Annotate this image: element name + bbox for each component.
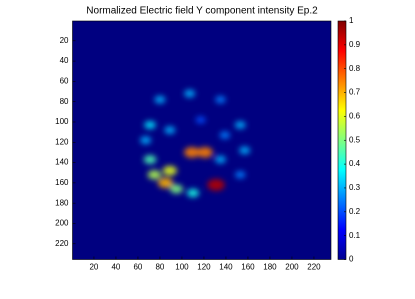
x-tick-label: 100	[175, 263, 189, 272]
hotspot	[144, 120, 156, 130]
colorbar-tick-label: 0.8	[349, 64, 361, 73]
y-tick-label: 60	[60, 76, 69, 85]
colorbar-tick-label: 0.5	[349, 135, 361, 144]
hotspot	[207, 179, 225, 191]
colorbar-tick-label: 0.2	[349, 207, 361, 216]
hotspot	[239, 146, 251, 155]
y-tick-label: 220	[55, 239, 69, 248]
hotspot	[157, 177, 173, 188]
y-tick-label: 100	[55, 117, 69, 126]
y-tick-label: 20	[60, 36, 69, 45]
x-tick-label: 20	[89, 263, 98, 272]
x-tick-label: 40	[111, 263, 120, 272]
x-tick-label: 160	[241, 263, 255, 272]
hotspot	[214, 155, 226, 164]
heatmap-layer	[140, 89, 251, 198]
y-tick-label: 80	[60, 97, 69, 106]
colorbar-tick-label: 0	[349, 255, 354, 264]
hotspot	[162, 165, 177, 176]
x-tick-label: 120	[197, 263, 211, 272]
x-tick-label: 60	[133, 263, 142, 272]
hotspot	[215, 95, 226, 104]
y-tick-label: 120	[55, 137, 69, 146]
hotspot	[143, 155, 157, 164]
hotspot	[154, 95, 166, 104]
chart-title: Normalized Electric field Y component in…	[86, 6, 318, 17]
hotspot	[184, 147, 200, 158]
y-tick-label: 180	[55, 198, 69, 207]
heatmap-background	[72, 21, 331, 260]
x-tick-label: 180	[263, 263, 277, 272]
colorbar-tick-label: 0.3	[349, 183, 361, 192]
x-tick-label: 80	[155, 263, 164, 272]
colorbar-tick-label: 0.1	[349, 231, 361, 240]
x-tick-label: 200	[285, 263, 299, 272]
y-tick-label: 40	[60, 56, 69, 65]
y-tick-label: 140	[55, 158, 69, 167]
x-tick-label: 140	[219, 263, 233, 272]
colorbar-tick-label: 0.9	[349, 40, 361, 49]
colorbar-tick-label: 0.4	[349, 159, 361, 168]
hotspot	[186, 188, 199, 198]
y-tick-label: 160	[55, 178, 69, 187]
hotspot	[219, 131, 231, 139]
colorbar-tick-label: 0.7	[349, 88, 361, 97]
hotspot	[147, 170, 162, 180]
hotspot	[195, 116, 206, 124]
hotspot	[234, 121, 246, 129]
y-tick-label: 200	[55, 219, 69, 228]
colorbar-tick-label: 1	[349, 16, 354, 25]
plot-frame	[72, 20, 332, 260]
hotspot	[184, 89, 196, 98]
colorbar-tick-label: 0.6	[349, 112, 361, 121]
hotspot	[140, 136, 152, 145]
hotspot	[169, 184, 183, 194]
hotspot	[164, 126, 176, 135]
hotspot	[197, 147, 213, 158]
x-tick-label: 220	[307, 263, 321, 272]
hotspot	[235, 171, 246, 179]
